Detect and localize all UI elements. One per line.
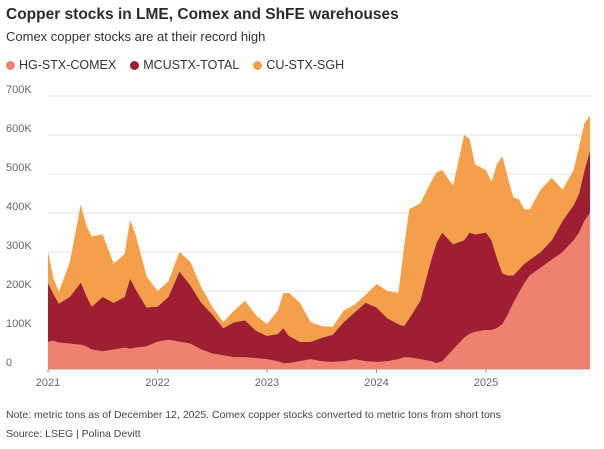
x-axis: 2021 2022 2023 2024 2025: [36, 369, 498, 389]
y-tick-label: 600K: [6, 123, 32, 135]
y-tick-label: 0: [6, 357, 12, 369]
x-tick-label: 2025: [474, 377, 498, 389]
chart-note: Note: metric tons as of December 12, 202…: [6, 409, 501, 421]
legend-swatch-comex: [6, 60, 15, 70]
legend-item-comex: HG-STX-COMEX: [6, 58, 116, 72]
x-tick-label: 2022: [145, 377, 169, 389]
y-tick-label: 400K: [6, 201, 32, 213]
legend-label-shfe: CU-STX-SGH: [266, 58, 345, 72]
y-tick-label: 700K: [6, 84, 32, 96]
y-tick-label: 300K: [6, 240, 32, 252]
legend-label-comex: HG-STX-COMEX: [19, 58, 117, 72]
legend-swatch-lme: [130, 60, 140, 70]
chart-source: Source: LSEG | Polina Devitt: [6, 428, 141, 440]
x-tick-label: 2021: [36, 377, 60, 389]
chart-title: Copper stocks in LME, Comex and ShFE war…: [6, 6, 399, 23]
chart-subtitle: Comex copper stocks are at their record …: [6, 29, 266, 44]
legend: HG-STX-COMEX MCUSTX-TOTAL CU-STX-SGH: [6, 58, 344, 72]
y-tick-label: 100K: [6, 318, 32, 330]
legend-label-lme: MCUSTX-TOTAL: [143, 58, 240, 72]
y-tick-label: 200K: [6, 279, 32, 291]
area-hg-stx-comex: [48, 213, 590, 369]
legend-item-lme: MCUSTX-TOTAL: [130, 58, 239, 72]
area-mcustx-total: [48, 150, 590, 364]
area-series: [48, 115, 590, 369]
y-tick-label: 500K: [6, 162, 32, 174]
x-tick-label: 2024: [364, 377, 388, 389]
y-axis: 0 100K 200K 300K 400K 500K 600K 700K: [6, 84, 32, 369]
legend-swatch-shfe: [253, 60, 263, 70]
area-cu-stx-sgh: [48, 115, 590, 342]
legend-item-shfe: CU-STX-SGH: [253, 58, 344, 72]
x-tick-label: 2023: [255, 377, 279, 389]
